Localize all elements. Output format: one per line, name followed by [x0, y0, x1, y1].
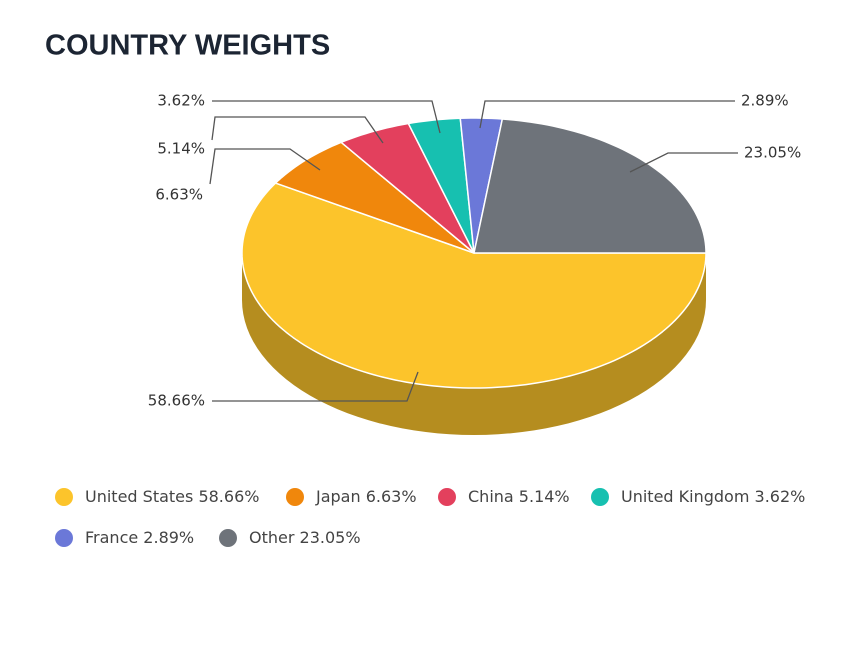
legend-name: United Kingdom: [621, 487, 749, 506]
data-label: 5.14%: [157, 140, 205, 158]
slice: [241, 182, 707, 389]
data-label: 58.66%: [148, 392, 205, 410]
legend-item: Other 23.05%: [219, 528, 361, 547]
legend-name: Japan: [315, 487, 361, 506]
slice: [340, 122, 475, 254]
legend-label: China 5.14%: [468, 487, 570, 506]
data-label: 2.89%: [741, 92, 789, 110]
leader-line: [209, 148, 321, 185]
legend-value: 5.14%: [519, 487, 570, 506]
legend-item: United Kingdom 3.62%: [591, 487, 805, 506]
legend-label: United States 58.66%: [85, 487, 259, 506]
leader-line: [212, 371, 419, 402]
slice-side: [242, 253, 706, 435]
legend-name: China: [468, 487, 514, 506]
data-label: 3.62%: [157, 92, 205, 110]
slice: [274, 141, 475, 254]
legend-item: China 5.14%: [438, 487, 570, 506]
legend-value: 58.66%: [198, 487, 259, 506]
legend-label: United Kingdom 3.62%: [621, 487, 805, 506]
legend-swatch: [219, 529, 237, 547]
leader-line: [629, 152, 738, 173]
data-label: 6.63%: [155, 186, 203, 204]
legend-swatch: [438, 488, 456, 506]
legend-value: 6.63%: [366, 487, 417, 506]
legend-item: France 2.89%: [55, 528, 194, 547]
legend-name: France: [85, 528, 138, 547]
legend-label: France 2.89%: [85, 528, 194, 547]
slice: [473, 118, 707, 254]
legend-item: Japan 6.63%: [286, 487, 417, 506]
legend-label: Other 23.05%: [249, 528, 361, 547]
data-label: 23.05%: [744, 144, 801, 162]
chart-title: COUNTRY WEIGHTS: [45, 30, 330, 62]
legend-label: Japan 6.63%: [315, 487, 417, 506]
legend-name: Other: [249, 528, 295, 547]
leader-line: [212, 100, 441, 134]
legend-value: 3.62%: [755, 487, 806, 506]
leader-line: [211, 116, 384, 144]
leader-line: [479, 100, 735, 129]
legend-value: 23.05%: [300, 528, 361, 547]
legend-value: 2.89%: [143, 528, 194, 547]
legend-swatch: [55, 488, 73, 506]
legend-name: United States: [85, 487, 193, 506]
legend-swatch: [591, 488, 609, 506]
legend-swatch: [286, 488, 304, 506]
legend-swatch: [55, 529, 73, 547]
legend-item: United States 58.66%: [55, 487, 259, 506]
slice: [407, 117, 475, 254]
